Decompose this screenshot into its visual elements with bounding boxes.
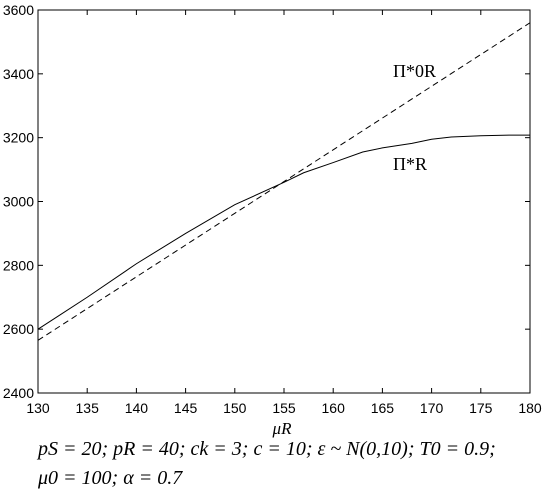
x-tick-label: 150 [223,400,247,416]
series [37,22,531,341]
x-tick-label: 165 [371,400,395,416]
series-label-pi-r: Π*R [393,154,427,174]
x-tick-label: 140 [125,400,149,416]
x-axis-label: μR [272,419,293,438]
series-line-pi-r [37,134,530,330]
y-tick-label: 2600 [3,321,34,337]
x-tick-label: 155 [272,400,296,416]
y-tick-label: 3400 [3,66,34,82]
y-tick-label: 3200 [3,130,34,146]
x-tick-label: 170 [420,400,444,416]
series-line-pi-0r [37,22,531,341]
caption-line-1: pS = 20; pR = 40; ck = 3; c = 10; ε ~ N(… [38,438,496,460]
series-label-pi-0r: Π*0R [393,61,436,81]
x-tick-label: 175 [469,400,493,416]
x-tick-label: 145 [174,400,198,416]
y-tick-label: 3000 [3,194,34,210]
chart: 130 135 140 145 150 155 160 165 170 175 180 2400 260… [3,2,542,438]
plot-area [37,9,531,394]
y-tick-label: 2800 [3,257,34,273]
x-tick-label: 160 [322,400,346,416]
y-tick-label: 3600 [3,2,34,18]
x-tick-label: 180 [518,400,542,416]
x-tick-label: 135 [76,400,100,416]
caption-line-2: μ0 = 100; α = 0.7 [38,467,183,489]
ticks: 130 135 140 145 150 155 160 165 170 175 180 2400 260… [3,2,542,416]
x-tick-label: 130 [26,400,50,416]
y-tick-label: 2400 [3,385,34,401]
